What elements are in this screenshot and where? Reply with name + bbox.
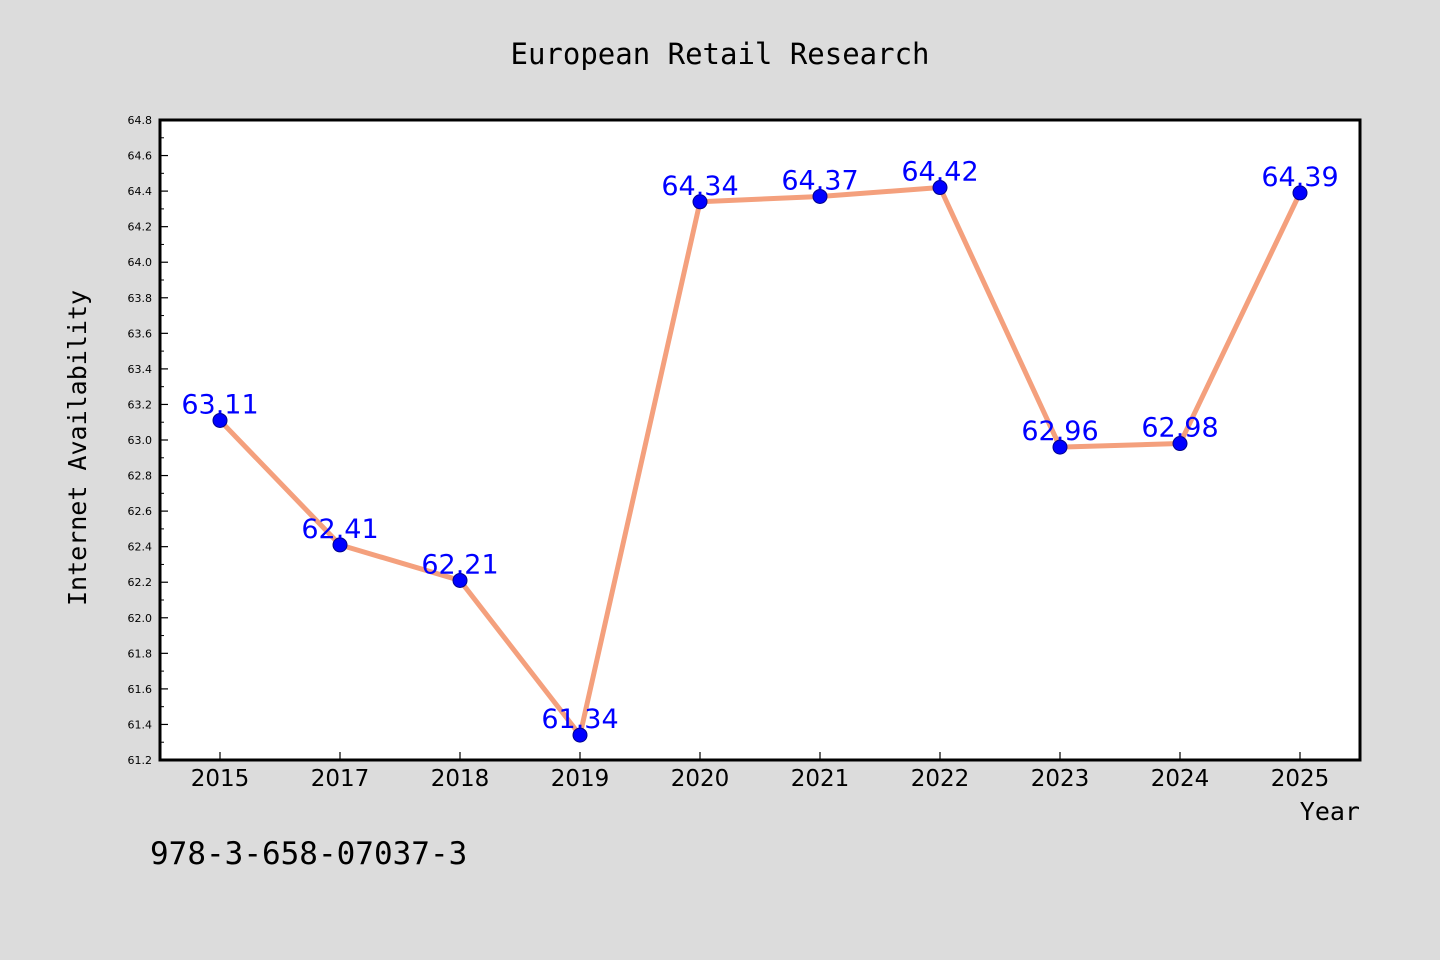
y-tick-label: 63.2 xyxy=(128,398,153,411)
x-tick-label: 2022 xyxy=(911,766,970,792)
y-tick-label: 61.8 xyxy=(128,647,153,660)
x-axis-label: Year xyxy=(1300,797,1360,826)
x-tick-label: 2015 xyxy=(191,766,250,792)
data-label: 62.98 xyxy=(1141,413,1218,444)
series-line xyxy=(217,185,1303,738)
data-point xyxy=(452,572,468,588)
data-labels: 63.11 62.41 62.21 61.34 64.34 64.37 64.42 62.96… xyxy=(181,157,1338,736)
data-point xyxy=(1292,185,1308,201)
data-label: 64.34 xyxy=(661,171,738,202)
y-tick-label: 63.4 xyxy=(128,363,153,376)
y-axis: 61.2 61.4 61.6 61.8 62.0 62.2 62.4 62.6 62.8 63.0… xyxy=(128,114,168,767)
data-label: 63.11 xyxy=(181,389,258,420)
y-tick-label: 62.6 xyxy=(128,505,153,518)
y-tick-label: 61.6 xyxy=(128,683,153,696)
data-point xyxy=(1172,436,1188,452)
y-tick-label: 64.0 xyxy=(128,256,153,269)
y-tick-label: 63.8 xyxy=(128,292,153,305)
x-tick-label: 2023 xyxy=(1031,766,1090,792)
y-tick-label: 64.2 xyxy=(128,221,153,234)
data-point xyxy=(932,180,948,196)
data-label: 64.37 xyxy=(781,165,858,196)
data-label: 61.34 xyxy=(541,704,618,735)
data-point xyxy=(212,412,228,428)
data-label: 62.21 xyxy=(421,549,498,580)
y-tick-label: 63.0 xyxy=(128,434,153,447)
x-axis: 2015 2017 2018 2019 2020 2021 2022 2023 2024 2025 xyxy=(191,752,1330,792)
data-label: 64.39 xyxy=(1261,162,1338,193)
y-tick-label: 62.8 xyxy=(128,470,153,483)
y-tick-label: 64.6 xyxy=(128,150,153,163)
chart-title: European Retail Research xyxy=(510,37,929,71)
data-markers xyxy=(212,180,1308,743)
x-tick-label: 2025 xyxy=(1271,766,1330,792)
y-tick-label: 62.4 xyxy=(128,541,153,554)
data-point xyxy=(1052,439,1068,455)
data-point xyxy=(692,194,708,210)
x-tick-label: 2021 xyxy=(791,766,850,792)
y-tick-label: 64.4 xyxy=(128,185,153,198)
y-tick-label: 62.2 xyxy=(128,576,153,589)
y-axis-label: Internet Availability xyxy=(63,290,92,606)
y-tick-label: 62.0 xyxy=(128,612,153,625)
y-tick-label: 64.8 xyxy=(128,114,153,127)
data-label: 62.96 xyxy=(1021,416,1098,447)
data-label: 64.42 xyxy=(901,157,978,188)
data-point xyxy=(332,537,348,553)
footer-code: 978-3-658-07037-3 xyxy=(150,836,467,872)
data-point xyxy=(812,188,828,204)
x-tick-label: 2017 xyxy=(311,766,370,792)
data-point xyxy=(572,727,588,743)
y-tick-label: 61.2 xyxy=(128,754,153,767)
x-tick-label: 2020 xyxy=(671,766,730,792)
data-label: 62.41 xyxy=(301,514,378,545)
x-tick-label: 2018 xyxy=(431,766,490,792)
plot-area xyxy=(158,118,1362,762)
y-tick-label: 61.4 xyxy=(128,718,153,731)
y-tick-label: 63.6 xyxy=(128,327,153,340)
x-tick-label: 2024 xyxy=(1151,766,1210,792)
x-tick-label: 2019 xyxy=(551,766,610,792)
